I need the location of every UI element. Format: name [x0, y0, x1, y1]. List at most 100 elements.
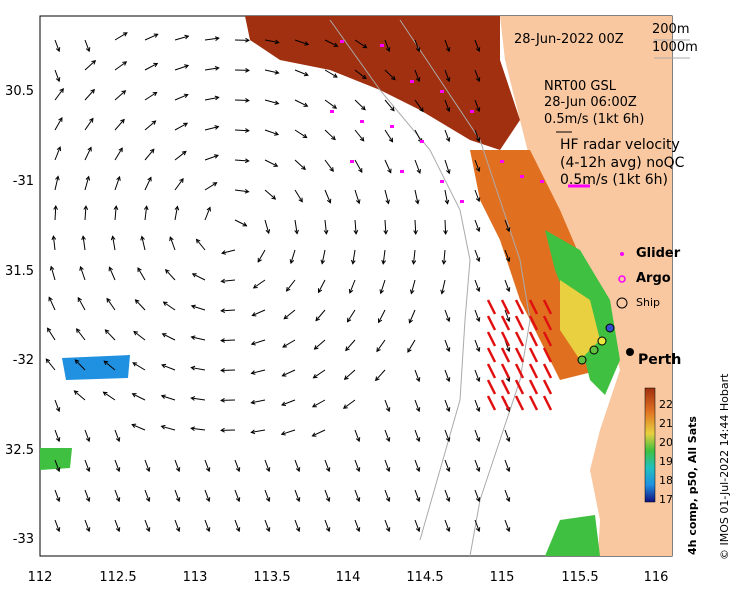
current-vector-head — [250, 429, 256, 435]
current-vector-head — [475, 497, 481, 503]
current-vector — [294, 459, 300, 472]
radar-vector — [528, 379, 539, 395]
current-vector — [414, 69, 420, 82]
current-vector-head — [58, 116, 63, 122]
current-vector-head — [221, 250, 227, 255]
current-vector-head — [115, 527, 121, 533]
current-vector-head — [475, 437, 481, 443]
current-vector — [109, 267, 116, 281]
current-vector-head — [295, 527, 301, 533]
glider-legend-icon — [620, 252, 624, 256]
current-vector-head — [332, 73, 338, 78]
current-vector — [474, 189, 480, 202]
argo-legend-label: Argo — [636, 271, 671, 286]
current-vector — [251, 399, 266, 404]
colorbar — [644, 387, 656, 503]
current-vector-head — [415, 467, 421, 473]
current-vector — [105, 329, 116, 341]
current-vector-head — [190, 426, 196, 432]
current-vector — [441, 279, 446, 294]
current-vector-head — [388, 137, 394, 143]
current-vector-head — [184, 64, 190, 69]
current-vector-head — [73, 390, 79, 395]
current-vector-head — [137, 267, 142, 273]
current-vector-head — [280, 431, 286, 436]
current-vector — [354, 459, 360, 472]
current-vector-head — [77, 296, 82, 302]
hf-avg: (4-12h avg) noQC — [560, 155, 685, 171]
current-vector-head — [343, 375, 349, 380]
current-vector — [174, 35, 189, 41]
current-vector-head — [329, 167, 334, 173]
current-vector-head — [205, 497, 211, 503]
current-vector-head — [387, 168, 392, 174]
current-vector-head — [298, 197, 303, 203]
current-vector — [144, 91, 157, 101]
current-vector-head — [303, 71, 309, 77]
current-vector — [204, 67, 219, 71]
current-vector-head — [355, 497, 361, 503]
current-vector-head — [282, 343, 288, 348]
current-vector — [414, 459, 420, 472]
current-vector — [144, 33, 158, 41]
current-vector — [84, 60, 96, 71]
current-vector — [504, 279, 510, 292]
current-vector — [382, 249, 386, 264]
current-vector-head — [147, 176, 152, 182]
current-vector — [204, 519, 210, 532]
current-vector — [174, 489, 180, 502]
current-vector-head — [475, 467, 481, 473]
argo-legend-icon — [618, 275, 626, 283]
current-vector — [444, 219, 447, 234]
current-vector-head — [55, 77, 61, 83]
current-vector — [294, 39, 309, 45]
current-vector-head — [379, 289, 384, 295]
current-vector-head — [295, 497, 301, 503]
current-vector — [384, 489, 390, 502]
current-vector-head — [118, 147, 123, 153]
current-vector — [474, 39, 480, 52]
current-vector-head — [191, 273, 197, 278]
radar-vector — [514, 347, 525, 363]
current-vector-head — [376, 347, 381, 353]
current-vector — [84, 118, 94, 131]
current-vector-head — [55, 467, 61, 473]
current-vector-head — [332, 104, 338, 109]
glider-point — [520, 175, 524, 178]
current-vector — [444, 309, 450, 322]
current-vector — [384, 399, 390, 412]
current-vector — [384, 39, 390, 52]
current-vector — [161, 364, 176, 371]
current-vector-head — [120, 118, 125, 124]
current-vector — [414, 429, 420, 442]
colorbar-tick: 21 — [659, 417, 673, 430]
current-vector — [264, 69, 279, 74]
isobath-200m — [329, 19, 471, 541]
current-vector — [474, 459, 480, 472]
current-vector — [84, 489, 90, 502]
current-vector-head — [281, 372, 287, 377]
radar-vector — [500, 363, 511, 379]
current-vector-head — [505, 437, 511, 443]
current-vector — [281, 399, 296, 406]
current-vector-head — [133, 330, 139, 336]
current-vector-head — [244, 158, 250, 164]
current-vector-head — [326, 198, 332, 204]
current-vector — [324, 129, 336, 140]
current-vector — [204, 459, 210, 472]
current-vector — [283, 309, 296, 320]
current-vector-head — [333, 42, 339, 47]
current-vector-head — [415, 527, 421, 533]
current-vector-head — [75, 328, 81, 333]
current-vector-head — [55, 407, 61, 413]
current-vector — [264, 459, 270, 472]
current-vector — [204, 182, 217, 191]
current-vector — [294, 129, 307, 138]
current-vector-head — [315, 316, 320, 322]
current-vector — [294, 489, 300, 502]
glider-point — [500, 160, 504, 163]
x-tick: 113 — [182, 570, 208, 585]
current-vector-head — [331, 135, 336, 141]
current-vector — [315, 309, 326, 321]
current-vector — [504, 249, 510, 262]
